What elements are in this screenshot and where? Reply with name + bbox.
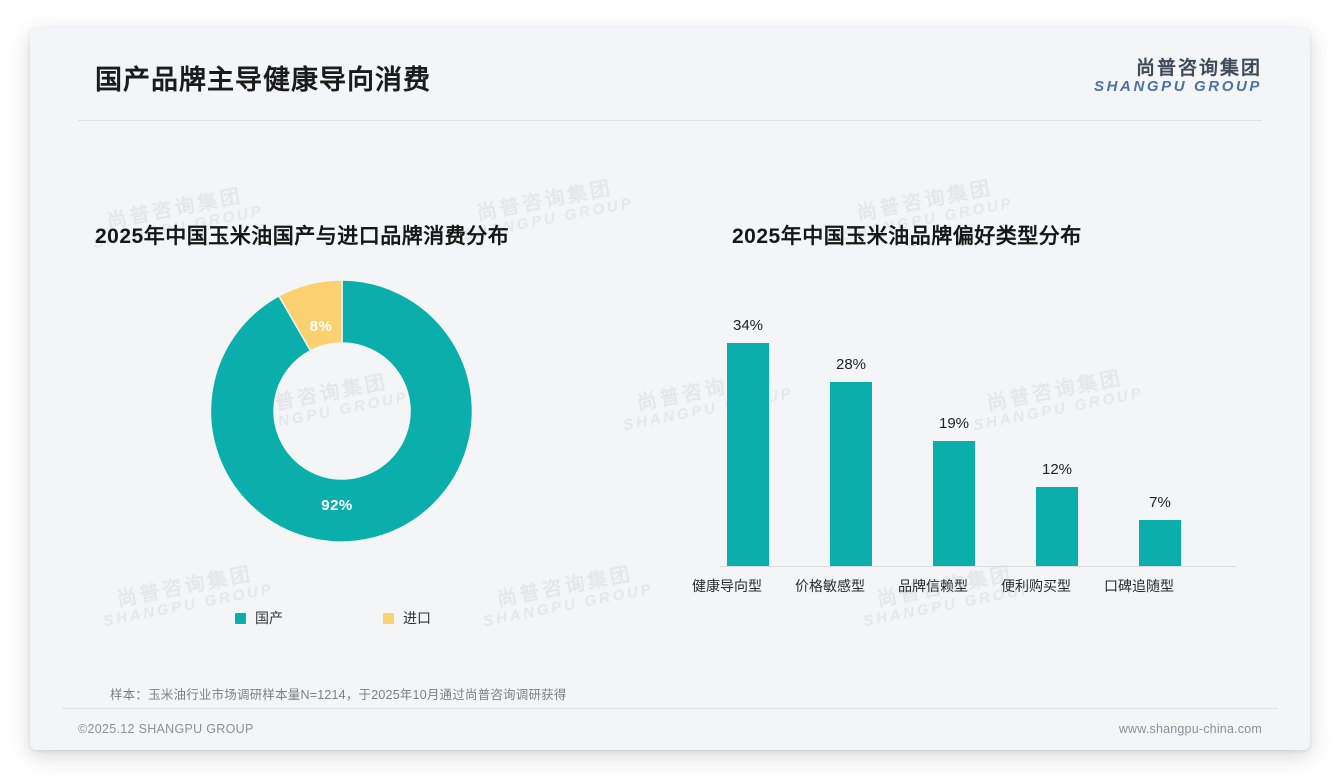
legend-swatch-icon	[235, 612, 246, 624]
bar-column[interactable]: 7%	[1139, 494, 1181, 566]
charts-area: 2025年中国玉米油国产与进口品牌消费分布 92% 8% 国产	[30, 128, 1310, 673]
slide-header: 国产品牌主导健康导向消费 尚普咨询集团 SHANGPU GROUP	[30, 28, 1310, 112]
donut-chart: 92% 8%	[205, 274, 479, 548]
legend-item-domestic[interactable]: 国产	[235, 608, 283, 628]
footer-divider	[62, 708, 1278, 709]
bar-value-label: 12%	[1041, 461, 1073, 478]
chart-title-bar: 2025年中国玉米油品牌偏好类型分布	[732, 225, 1082, 248]
bar-category-label: 价格敏感型	[795, 578, 865, 594]
slide-footer: ©2025.12 SHANGPU GROUP www.shangpu-china…	[30, 709, 1310, 750]
bar-column[interactable]: 28%	[830, 356, 872, 566]
legend-label-imported: 进口	[403, 610, 431, 626]
bar-category-axis: 健康导向型 价格敏感型 品牌信赖型 便利购买型 口碑追随型	[692, 576, 1236, 606]
bar-column[interactable]: 19%	[933, 415, 975, 566]
bar-rect[interactable]	[1036, 487, 1078, 566]
bar-category-label: 健康导向型	[692, 578, 762, 594]
bar-value-label: 28%	[835, 356, 867, 373]
donut-value-imported: 8%	[309, 318, 333, 335]
source-footnote: 样本：玉米油行业市场调研样本量N=1214，于2025年10月通过尚普咨询调研获…	[110, 688, 567, 702]
donut-legend: 国产 进口	[235, 608, 515, 628]
brand-logo: 尚普咨询集团 SHANGPU GROUP	[1094, 58, 1262, 96]
bar-axis-line	[720, 566, 1236, 567]
legend-item-imported[interactable]: 进口	[383, 608, 431, 628]
bar-rect[interactable]	[727, 343, 769, 566]
bar-chart-plot: 34% 28% 19% 12%	[727, 303, 1247, 566]
footer-copyright: ©2025.12 SHANGPU GROUP	[78, 722, 254, 736]
bar-rect[interactable]	[933, 441, 975, 566]
chart-panel-bar: 2025年中国玉米油品牌偏好类型分布 34% 28% 19%	[670, 128, 1310, 673]
donut-svg	[209, 279, 474, 543]
bar-column[interactable]: 34%	[727, 317, 769, 566]
bar-value-label: 19%	[938, 415, 970, 432]
bar-category-label: 口碑追随型	[1104, 578, 1174, 594]
bar-rect[interactable]	[830, 382, 872, 566]
donut-slice-imported[interactable]	[277, 279, 343, 352]
logo-text-cn: 尚普咨询集团	[1135, 58, 1262, 79]
legend-label-domestic: 国产	[255, 610, 283, 626]
bar-column[interactable]: 12%	[1036, 461, 1078, 566]
logo-text-en: SHANGPU GROUP	[1094, 78, 1262, 96]
header-divider	[78, 120, 1262, 121]
bar-value-label: 7%	[1149, 494, 1171, 511]
bar-value-label: 34%	[732, 317, 764, 334]
chart-panel-donut: 2025年中国玉米油国产与进口品牌消费分布 92% 8% 国产	[30, 128, 670, 673]
donut-slice-domestic[interactable]	[209, 279, 474, 543]
page-title: 国产品牌主导健康导向消费	[95, 65, 431, 95]
footer-website[interactable]: www.shangpu-china.com	[1118, 722, 1262, 736]
slide-card: 尚普咨询集团 SHANGPU GROUP 尚普咨询集团 SHANGPU GROU…	[30, 28, 1310, 750]
chart-title-donut: 2025年中国玉米油国产与进口品牌消费分布	[95, 225, 510, 248]
bar-category-label: 便利购买型	[1001, 578, 1071, 594]
donut-value-domestic: 92%	[321, 497, 353, 514]
bar-rect[interactable]	[1139, 520, 1181, 566]
legend-swatch-icon	[383, 612, 394, 624]
bar-category-label: 品牌信赖型	[898, 578, 968, 594]
